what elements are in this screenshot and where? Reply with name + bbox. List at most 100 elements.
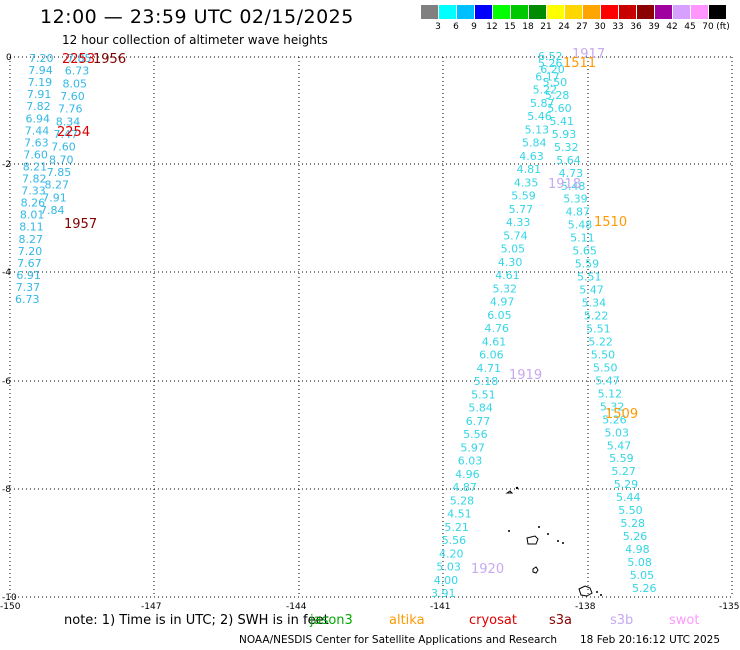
- swh-value: 7.47: [54, 128, 79, 141]
- swh-value: 5.46: [527, 110, 552, 123]
- legend-label: 39: [648, 22, 660, 32]
- swh-value: 5.77: [509, 203, 533, 216]
- legend-label: 24: [558, 22, 570, 32]
- swh-value: 3.91: [431, 587, 456, 600]
- swh-value: 4.30: [498, 256, 523, 269]
- satellite-legend-item: cryosat: [469, 613, 517, 628]
- legend-swatch: [421, 5, 438, 19]
- lat-tick-label: -4: [2, 268, 11, 278]
- swh-value: 6.91: [16, 269, 41, 282]
- lon-tick-label: -144: [286, 602, 307, 610]
- islands: [505, 486, 602, 597]
- swh-value: 4.87: [566, 206, 591, 219]
- swh-value: 4.00: [434, 574, 459, 587]
- swh-value: 5.47: [579, 284, 604, 297]
- legend-unit: (ft): [716, 22, 730, 32]
- swh-value: 5.59: [575, 258, 600, 271]
- swh-value: 7.44: [25, 124, 50, 137]
- pass-time-label: 2254: [57, 125, 90, 140]
- swh-value: 5.56: [442, 534, 467, 547]
- swh-value: 6.03: [458, 455, 483, 468]
- swh-value: 7.76: [58, 103, 83, 116]
- island: [557, 540, 559, 542]
- legend-label: 70: [702, 22, 714, 32]
- legend-label: 3: [435, 22, 441, 32]
- swh-value: 8.11: [19, 221, 44, 234]
- swh-value: 4.35: [514, 176, 539, 189]
- swh-value: 5.28: [450, 494, 475, 507]
- lon-tick-label: -150: [0, 602, 21, 610]
- footer-note: note: 1) Time is in UTC; 2) SWH is in fe…: [64, 613, 329, 628]
- swh-value: 7.33: [21, 185, 46, 198]
- swh-value: 6.73: [65, 65, 90, 78]
- lat-tick-label: -2: [2, 160, 11, 170]
- island: [562, 542, 564, 544]
- swh-value: 5.48: [561, 180, 586, 193]
- swh-value: 5.05: [630, 569, 655, 582]
- legend-label: 15: [504, 22, 516, 32]
- swh-value: 6.20: [540, 63, 565, 76]
- swh-value: 6.94: [26, 112, 51, 125]
- swh-value: 5.41: [550, 115, 575, 128]
- swh-value: 8.21: [23, 160, 48, 173]
- legend-swatch: [475, 5, 492, 19]
- swh-value: 5.74: [503, 229, 528, 242]
- legend-swatch: [493, 5, 510, 19]
- swh-value: 7.60: [51, 141, 76, 154]
- swh-value: 5.28: [545, 89, 570, 102]
- lat-tick-label: -10: [2, 593, 17, 603]
- legend-label: 36: [630, 22, 642, 32]
- swh-value: 5.50: [591, 348, 616, 361]
- legend-label: 12: [486, 22, 498, 32]
- swh-value: 4.96: [455, 468, 480, 481]
- island: [526, 535, 539, 545]
- satellite-legend-item: jason3: [310, 613, 353, 628]
- island: [505, 490, 514, 494]
- swh-value: 5.22: [588, 336, 613, 349]
- pass-time-label: 1918: [548, 177, 581, 192]
- swh-value: 5.50: [593, 361, 618, 374]
- swh-value: 5.18: [474, 375, 499, 388]
- satellite-legend-item: s3a: [549, 613, 573, 628]
- swh-value: 7.84: [40, 204, 65, 217]
- swh-value: 5.22: [533, 84, 558, 97]
- swh-value: 5.97: [460, 441, 485, 454]
- page-subtitle: 12 hour collection of altimeter wave hei…: [62, 33, 328, 47]
- swh-value: 7.91: [42, 191, 67, 204]
- swh-value: 5.44: [616, 491, 641, 504]
- island: [532, 566, 539, 574]
- swh-value: 5.11: [570, 232, 595, 245]
- legend-swatch: [457, 5, 474, 19]
- island: [515, 486, 519, 490]
- pass-time-label: 1511: [563, 56, 596, 71]
- legend-label: 33: [612, 22, 624, 32]
- swh-value: 5.87: [530, 97, 555, 110]
- swh-value: 4.33: [506, 216, 531, 229]
- legend-swatch: [529, 5, 546, 19]
- swh-value: 5.08: [627, 556, 652, 569]
- legend-swatch: [655, 5, 672, 19]
- swh-value: 4.61: [482, 335, 507, 348]
- swh-value: 5.51: [577, 271, 602, 284]
- legend-swatch: [439, 5, 456, 19]
- swh-value: 6.06: [479, 349, 504, 362]
- legend-label: 21: [540, 22, 552, 32]
- legend-swatch: [673, 5, 690, 19]
- lat-tick-label: 0: [6, 53, 12, 63]
- swh-value: 5.51: [471, 388, 496, 401]
- swh-value: 5.26: [538, 57, 563, 70]
- lon-tick-label: -147: [141, 602, 161, 610]
- swh-value: 5.47: [595, 374, 620, 387]
- legend-swatch: [619, 5, 636, 19]
- swh-value: 5.51: [586, 323, 611, 336]
- swh-value: 4.76: [485, 322, 510, 335]
- legend-label: 9: [471, 22, 477, 32]
- island: [600, 594, 602, 596]
- swh-value: 7.67: [17, 257, 41, 270]
- swh-value: 8.01: [20, 209, 45, 222]
- legend-swatch: [547, 5, 564, 19]
- lon-tick-label: -138: [575, 602, 596, 610]
- swh-value: 5.65: [572, 245, 597, 258]
- swh-value: 4.97: [490, 296, 515, 309]
